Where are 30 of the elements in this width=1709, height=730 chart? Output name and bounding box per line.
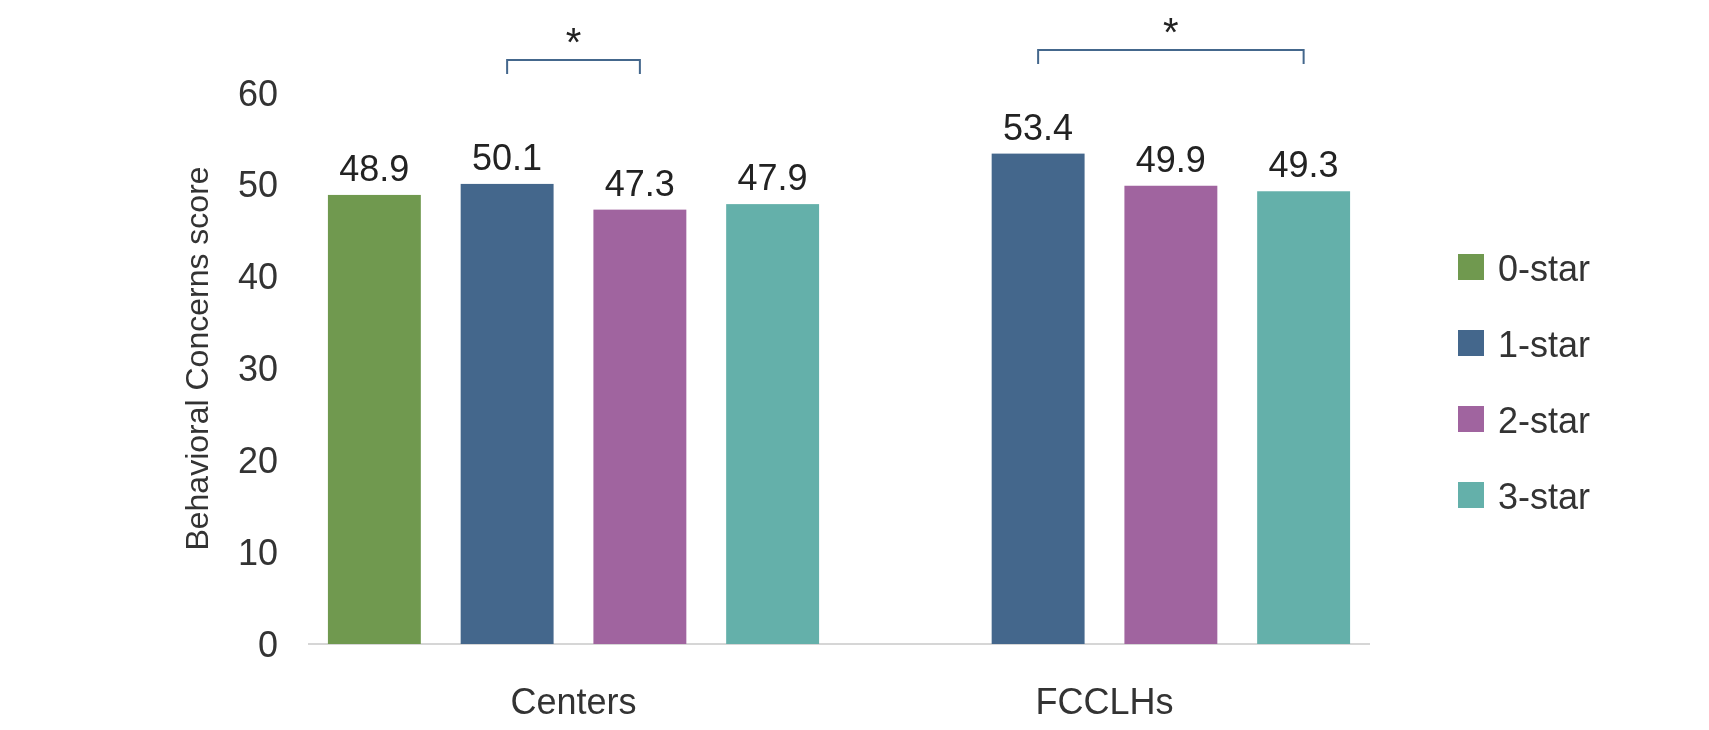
bar [991,153,1085,644]
y-tick-label: 60 [237,72,278,114]
bar [1257,191,1351,644]
bar [726,204,820,644]
y-tick-label: 20 [237,439,278,481]
data-label: 47.3 [604,162,675,204]
bar [327,194,421,644]
data-label: 47.9 [737,157,808,199]
y-tick-label: 10 [237,531,278,573]
y-tick-label: 40 [237,256,278,298]
x-tick-label: Centers [510,681,637,722]
y-axis-title: Behavioral Concerns score [179,166,215,551]
bar [460,183,554,644]
y-tick-label: 0 [257,623,278,665]
y-tick-label: 50 [237,164,278,206]
data-label: 48.9 [339,147,410,189]
legend-label: 1-star [1498,323,1591,365]
legend-label: 2-star [1498,399,1591,441]
bar [1124,185,1218,644]
data-label: 53.4 [1003,106,1074,148]
data-label: 49.3 [1268,144,1339,186]
legend-label: 0-star [1498,247,1591,289]
x-tick-label: FCCLHs [1035,681,1174,722]
text: * [565,20,582,64]
y-tick-label: 30 [237,348,278,390]
bar [593,209,687,644]
legend-label: 3-star [1498,475,1591,517]
data-label: 49.9 [1135,138,1206,180]
text: * [1163,10,1179,54]
data-label: 50.1 [472,136,543,178]
